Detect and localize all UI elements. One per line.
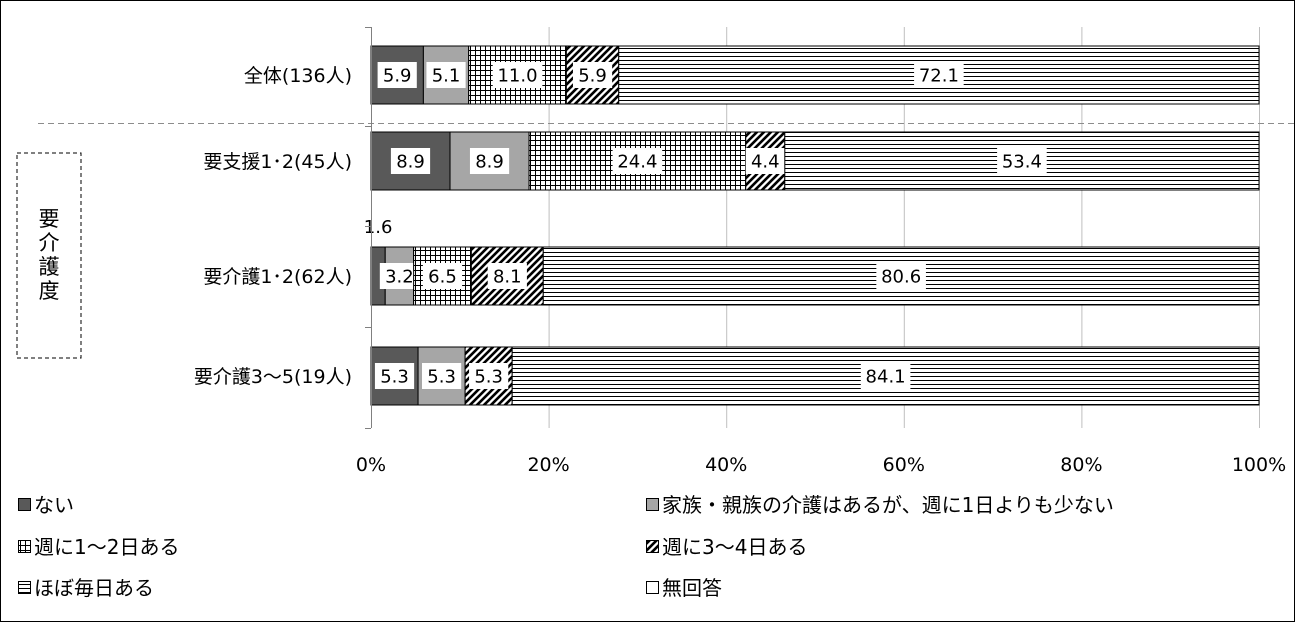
data-label: 5.3: [474, 367, 503, 388]
bar-segment: [449, 131, 530, 191]
data-label-background: [422, 263, 463, 289]
data-label: 8.1: [493, 267, 522, 288]
data-label-background: [860, 363, 911, 389]
data-label: 5.3: [380, 367, 409, 388]
legend-swatch: [646, 498, 659, 511]
x-tick-label: 20%: [527, 454, 569, 476]
legend-swatch: [18, 581, 31, 594]
data-label-background: [492, 62, 543, 88]
data-label-background: [469, 363, 509, 389]
data-label: 24.4: [617, 152, 657, 173]
category-label: 要介護3～5(19人): [194, 366, 352, 388]
data-label: 5.3: [427, 367, 456, 388]
data-label-background: [914, 62, 964, 88]
legend-swatch: [646, 540, 659, 553]
data-label-background: [421, 363, 462, 389]
legend-label: ほぼ毎日ある: [34, 576, 154, 600]
legend-swatch: [646, 581, 659, 594]
data-label-background: [572, 62, 613, 88]
legend-label: 家族・親族の介護はあるが、週に1日よりも少ない: [662, 493, 1114, 517]
x-tick-label: 80%: [1060, 454, 1102, 476]
data-label-background: [487, 263, 527, 289]
legend-label: ない: [34, 493, 74, 517]
category-label: 要介護1･2(62人): [203, 266, 352, 288]
data-label: 80.6: [881, 267, 921, 288]
data-label: 5.1: [432, 66, 461, 87]
category-labels: 全体(136人) 要支援1･2(45人) 要介護1･2(62人) 要介護3～5(19人…: [194, 65, 352, 388]
legend-label: 無回答: [662, 576, 722, 600]
data-label: 72.1: [919, 66, 959, 87]
x-tick-label: 40%: [705, 454, 747, 476]
legend-swatch: [18, 540, 31, 553]
data-label-background: [379, 263, 420, 289]
category-label: 全体(136人): [244, 65, 352, 87]
data-label: 8.9: [475, 152, 504, 173]
data-label: 8.9: [396, 152, 425, 173]
x-tick-label: 0%: [356, 454, 386, 476]
data-label-background: [426, 62, 466, 88]
data-label-background: [390, 148, 431, 174]
data-label: 53.4: [1002, 152, 1042, 173]
data-label-background: [374, 363, 415, 389]
data-label: 11.0: [497, 66, 537, 87]
data-label-background: [876, 263, 926, 289]
category-label: 要支援1･2(45人): [203, 151, 352, 173]
data-label-background: [469, 148, 510, 174]
legend-label: 週に3～4日ある: [662, 535, 807, 559]
x-tick-label: 100%: [1232, 454, 1286, 476]
data-label: 84.1: [866, 367, 906, 388]
data-label: 6.5: [428, 267, 457, 288]
bars: 5.9 5.1 11.0 5.9 72.1 8.9 8.9 24.4 4.4 53.4 1.6 3.2…: [364, 45, 1260, 406]
data-label: 5.9: [383, 66, 412, 87]
data-label: 1.6: [364, 217, 393, 238]
x-tick-label: 60%: [883, 454, 925, 476]
data-label-background: [612, 148, 663, 174]
x-axis: 0% 20% 40% 60% 80% 100%: [356, 27, 1286, 476]
data-label: 5.9: [578, 66, 607, 87]
group-label-box: [16, 152, 82, 359]
data-label-background: [997, 148, 1047, 174]
data-label-background: [377, 62, 417, 88]
data-label: 4.4: [751, 152, 780, 173]
legend-label: 週に1～2日ある: [34, 535, 179, 559]
data-label-background: [745, 148, 785, 174]
group-label: 要介護度: [39, 207, 60, 303]
legend-swatch: [18, 498, 31, 511]
data-label: 3.2: [385, 267, 414, 288]
